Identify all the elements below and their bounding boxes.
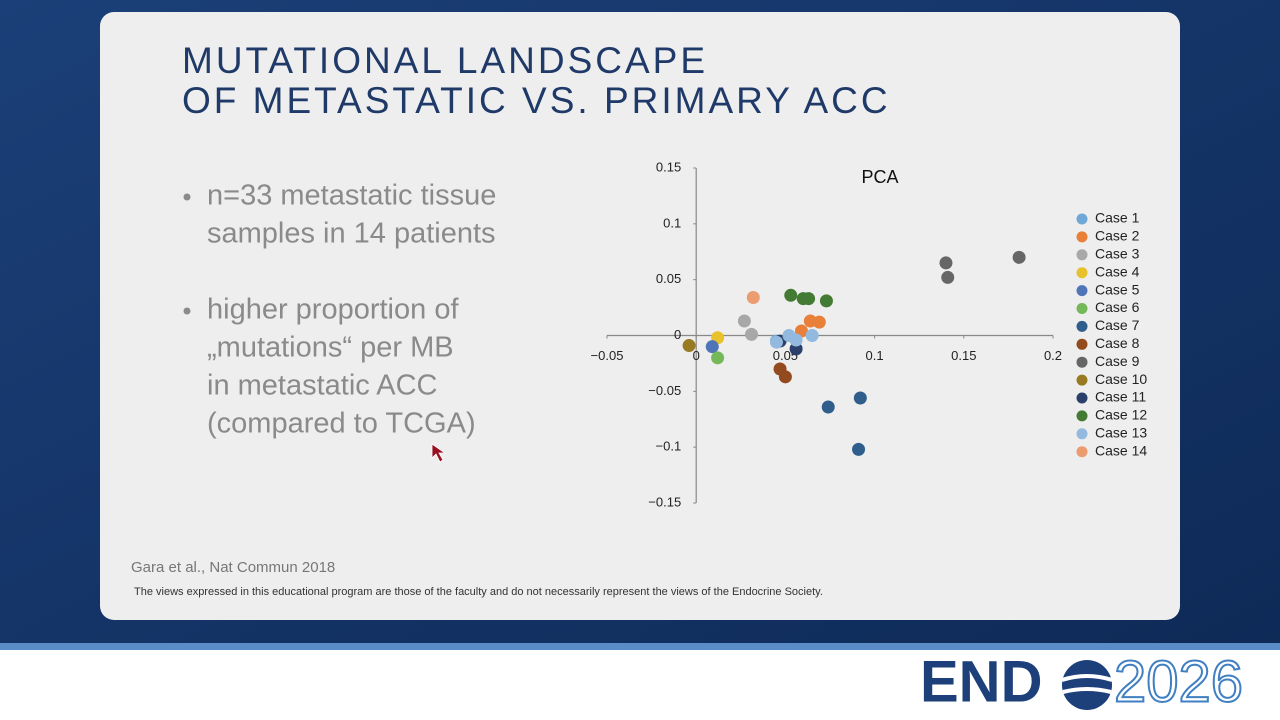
legend-marker bbox=[1076, 231, 1088, 243]
point bbox=[682, 339, 696, 353]
point bbox=[853, 391, 867, 405]
point bbox=[705, 340, 719, 354]
slide bbox=[100, 12, 1180, 620]
point bbox=[789, 342, 803, 356]
legend-label: Case 8 bbox=[1095, 335, 1140, 351]
point bbox=[745, 327, 759, 341]
point bbox=[941, 270, 955, 284]
slide-title: MUTATIONAL LANDSCAPE bbox=[182, 40, 708, 81]
legend-label: Case 14 bbox=[1095, 442, 1147, 458]
logo-globe bbox=[1062, 660, 1112, 710]
disclaimer: The views expressed in this educational … bbox=[134, 586, 823, 598]
bullet-dot bbox=[183, 307, 191, 315]
legend-label: Case 3 bbox=[1095, 246, 1140, 262]
slide-title: OF METASTATIC VS. PRIMARY ACC bbox=[182, 80, 891, 121]
legend-marker bbox=[1076, 249, 1088, 261]
citation: Gara et al., Nat Commun 2018 bbox=[131, 559, 335, 576]
point bbox=[939, 256, 953, 270]
x-tick-label: 0.2 bbox=[1044, 348, 1062, 363]
y-tick-label: −0.05 bbox=[648, 383, 681, 398]
legend-label: Case 5 bbox=[1095, 281, 1140, 297]
y-tick-label: 0.1 bbox=[663, 215, 681, 230]
y-tick-label: 0.05 bbox=[656, 271, 681, 286]
point bbox=[784, 288, 798, 302]
legend-label: Case 9 bbox=[1095, 353, 1140, 369]
bullet-text: higher proportion of bbox=[207, 294, 459, 326]
legend-marker bbox=[1076, 213, 1088, 225]
point bbox=[812, 315, 826, 329]
point bbox=[821, 400, 835, 414]
y-tick-label: 0.15 bbox=[656, 159, 681, 174]
point bbox=[805, 329, 819, 342]
legend-label: Case 2 bbox=[1095, 228, 1140, 244]
bullet-text: „mutations“ per MB bbox=[207, 332, 454, 364]
legend-label: Case 13 bbox=[1095, 425, 1147, 441]
y-tick-label: −0.1 bbox=[656, 439, 682, 454]
legend-marker bbox=[1076, 267, 1088, 279]
point bbox=[819, 294, 833, 308]
legend-label: Case 7 bbox=[1095, 317, 1140, 333]
legend-marker bbox=[1076, 446, 1088, 458]
point bbox=[789, 333, 803, 347]
point bbox=[737, 314, 751, 328]
bullet-text: n=33 metastatic tissue bbox=[207, 180, 496, 212]
legend-marker bbox=[1076, 338, 1088, 350]
x-tick-label: 0.1 bbox=[866, 348, 884, 363]
y-tick-label: −0.15 bbox=[648, 494, 681, 509]
legend-label: Case 11 bbox=[1095, 389, 1146, 405]
legend-marker bbox=[1076, 303, 1088, 314]
legend-label: Case 12 bbox=[1095, 407, 1147, 423]
bullet-text: in metastatic ACC bbox=[207, 370, 437, 402]
cursor bbox=[431, 443, 447, 463]
legend-marker bbox=[1076, 392, 1088, 404]
divider bbox=[0, 643, 1280, 650]
legend-label: Case 10 bbox=[1095, 371, 1147, 387]
logo-globe-lines bbox=[1061, 674, 1113, 694]
bullet-text: (compared to TCGA) bbox=[207, 408, 476, 440]
legend-marker bbox=[1076, 410, 1088, 422]
logo-text: END bbox=[920, 649, 1042, 714]
point bbox=[711, 351, 725, 365]
chart: −0.05 0 0.05 0.1 0.15 0.20.150.10.050−0.05−0.… bbox=[591, 159, 1148, 509]
bullet-dot bbox=[183, 193, 191, 201]
point bbox=[778, 370, 792, 384]
chart-title: PCA bbox=[861, 167, 898, 187]
point bbox=[852, 442, 866, 456]
point bbox=[1012, 250, 1026, 264]
legend-marker bbox=[1076, 285, 1088, 297]
legend-marker bbox=[1076, 320, 1088, 332]
legend-marker bbox=[1076, 374, 1088, 386]
logo-year: 2026 bbox=[1114, 649, 1243, 714]
legend-marker bbox=[1076, 428, 1088, 440]
legend-label: Case 1 bbox=[1095, 210, 1140, 226]
x-tick-label: −0.05 bbox=[591, 348, 624, 363]
legend-label: Case 4 bbox=[1095, 263, 1140, 279]
legend-marker bbox=[1076, 356, 1088, 368]
x-tick-label: 0 bbox=[693, 348, 700, 363]
y-tick-label: 0 bbox=[674, 327, 681, 342]
x-tick-label: 0.15 bbox=[951, 348, 976, 363]
legend-label: Case 6 bbox=[1095, 299, 1140, 315]
bullet-text: samples in 14 patients bbox=[207, 218, 496, 250]
logo: END 2026 bbox=[920, 648, 1244, 715]
point bbox=[802, 292, 816, 306]
point bbox=[746, 291, 760, 305]
point bbox=[769, 335, 783, 349]
